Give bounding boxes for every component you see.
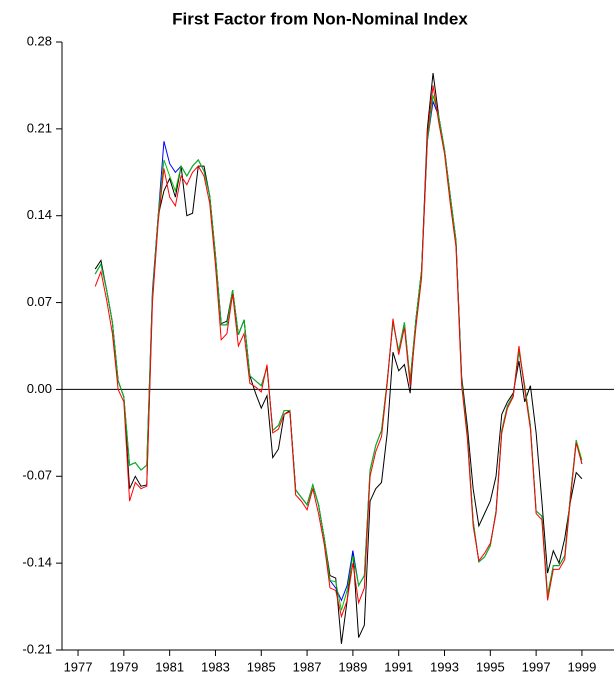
series-line xyxy=(94,85,583,619)
series-line xyxy=(94,95,583,611)
x-tick-label: 1999 xyxy=(567,659,596,674)
chart-title: First Factor from Non-Nominal Index xyxy=(172,9,468,28)
y-tick-label: 0.14 xyxy=(27,207,52,222)
x-tick-label: 1989 xyxy=(338,659,367,674)
x-tick-label: 1995 xyxy=(476,659,505,674)
x-tick-label: 1981 xyxy=(155,659,184,674)
x-tick-label: 1983 xyxy=(201,659,230,674)
x-tick-label: 1977 xyxy=(64,659,93,674)
series-line xyxy=(94,72,583,644)
y-tick-label: -0.14 xyxy=(22,555,52,570)
x-tick-label: 1985 xyxy=(247,659,276,674)
y-tick-label: 0.07 xyxy=(27,294,52,309)
x-tick-label: 1979 xyxy=(109,659,138,674)
x-tick-label: 1991 xyxy=(384,659,413,674)
x-tick-label: 1987 xyxy=(293,659,322,674)
y-tick-label: -0.21 xyxy=(22,641,52,656)
y-tick-label: 0.00 xyxy=(27,381,52,396)
y-tick-label: -0.07 xyxy=(22,468,52,483)
y-tick-label: 0.28 xyxy=(27,33,52,48)
x-tick-label: 1997 xyxy=(522,659,551,674)
y-tick-label: 0.21 xyxy=(27,120,52,135)
x-tick-label: 1993 xyxy=(430,659,459,674)
series-line xyxy=(94,99,583,602)
